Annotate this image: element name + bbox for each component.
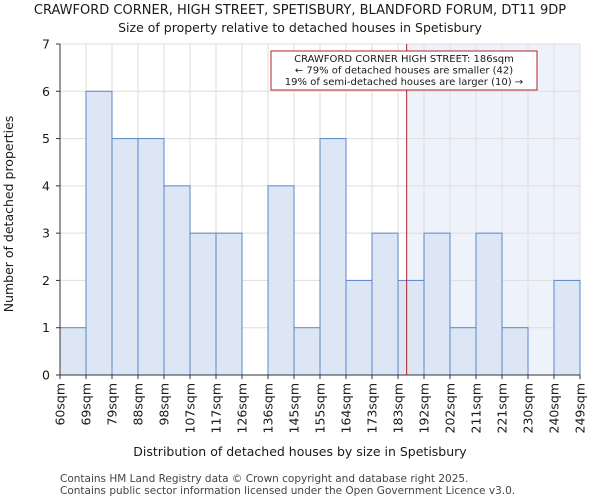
annotation-line-1: CRAWFORD CORNER HIGH STREET: 186sqm: [294, 54, 514, 65]
x-tick-label: 136sqm: [261, 383, 276, 433]
bar-221sqm: [501, 327, 529, 376]
x-tick-label: 145sqm: [287, 383, 302, 433]
x-tick-label: 155sqm: [313, 383, 328, 433]
bar-79sqm: [111, 138, 139, 376]
bar-98sqm: [163, 185, 191, 376]
y-tick-label: 4: [42, 178, 50, 193]
x-tick-label: 60sqm: [53, 383, 68, 426]
y-axis-label: Number of detached properties: [1, 116, 16, 313]
x-tick-label: 88sqm: [131, 383, 146, 426]
bar-164sqm: [345, 279, 373, 376]
x-tick-label: 79sqm: [105, 383, 120, 426]
x-tick-label: 107sqm: [183, 383, 198, 433]
y-tick-label: 6: [42, 84, 50, 99]
bar-88sqm: [137, 138, 165, 376]
bar-145sqm: [293, 327, 321, 376]
chart-subtitle: Size of property relative to detached ho…: [118, 20, 482, 35]
bar-183sqm: [397, 279, 425, 376]
x-tick-label: 164sqm: [339, 383, 354, 433]
bar-69sqm: [85, 90, 113, 376]
footer-line-2: Contains public sector information licen…: [60, 485, 515, 497]
x-tick-label: 240sqm: [547, 383, 562, 433]
x-tick-label: 221sqm: [495, 383, 510, 433]
x-tick-label: 98sqm: [157, 383, 172, 426]
bar-117sqm: [215, 232, 243, 376]
bar-202sqm: [449, 327, 477, 376]
x-tick-label: 230sqm: [521, 383, 536, 433]
bar-136sqm: [267, 185, 295, 376]
bar-107sqm: [189, 232, 217, 376]
y-tick-label: 3: [42, 226, 50, 241]
x-tick-label: 126sqm: [235, 383, 250, 433]
footer-line-1: Contains HM Land Registry data © Crown c…: [60, 473, 468, 485]
bar-60sqm: [59, 327, 87, 376]
bar-211sqm: [475, 232, 503, 376]
x-tick-label: 183sqm: [391, 383, 406, 433]
y-tick-label: 0: [42, 368, 50, 383]
x-tick-label: 202sqm: [443, 383, 458, 433]
chart-title: CRAWFORD CORNER, HIGH STREET, SPETISBURY…: [34, 3, 566, 18]
x-tick-label: 117sqm: [209, 383, 224, 433]
annotation-box: [270, 50, 538, 91]
x-tick-label: 249sqm: [573, 383, 588, 433]
bar-240sqm: [553, 279, 581, 376]
x-axis-label: Distribution of detached houses by size …: [133, 444, 467, 459]
bar-192sqm: [423, 232, 451, 376]
y-tick-label: 5: [42, 131, 50, 146]
x-tick-label: 192sqm: [417, 383, 432, 433]
y-tick-label: 7: [42, 37, 50, 52]
x-tick-label: 211sqm: [469, 383, 484, 433]
bar-155sqm: [319, 138, 347, 376]
x-tick-label: 69sqm: [79, 383, 94, 426]
y-tick-label: 2: [42, 273, 50, 288]
annotation-line-2: ← 79% of detached houses are smaller (42…: [295, 66, 513, 77]
annotation-line-3: 19% of semi-detached houses are larger (…: [285, 77, 523, 88]
x-tick-label: 173sqm: [365, 383, 380, 433]
plot-area: 0 1 2 3 4 5 6 7 60sqm 69sqm 79sqm 88sqm 98sqm 107sqm 1…: [42, 37, 587, 434]
y-tick-label: 1: [42, 320, 50, 335]
bar-173sqm: [371, 232, 399, 376]
